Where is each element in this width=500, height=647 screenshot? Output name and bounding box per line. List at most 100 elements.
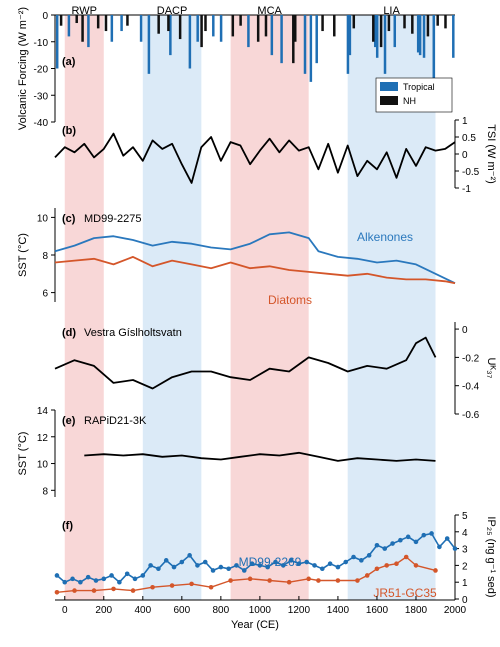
- data-point: [247, 576, 253, 582]
- x-tick-label: 400: [134, 605, 151, 616]
- series-line-alkenones: [54, 231, 456, 285]
- volcanic-bar: [188, 15, 192, 69]
- volcanic-bar: [55, 15, 59, 69]
- data-point: [280, 563, 286, 568]
- x-tick-label: 1200: [288, 605, 311, 616]
- data-point: [304, 559, 310, 565]
- data-point: [327, 561, 333, 567]
- data-point: [179, 559, 185, 565]
- y-tick-label: -10: [34, 38, 49, 49]
- y-tick-label: -20: [34, 65, 49, 76]
- panel-letter: (e): [62, 415, 76, 427]
- data-point: [124, 571, 130, 577]
- volcanic-bar: [212, 15, 215, 37]
- y-tick-label: 10: [37, 460, 49, 471]
- data-point: [210, 568, 216, 573]
- data-point: [91, 588, 97, 593]
- data-point: [394, 561, 399, 567]
- volcanic-bar: [294, 15, 297, 42]
- data-point: [234, 563, 239, 568]
- x-tick-label: 1600: [366, 605, 389, 616]
- volcanic-bar: [333, 15, 336, 37]
- volcanic-bar: [256, 15, 260, 42]
- volcanic-bar: [270, 15, 274, 56]
- data-point: [163, 558, 169, 563]
- data-point: [403, 554, 409, 560]
- panel-letter: (f): [62, 520, 73, 532]
- data-point: [359, 558, 364, 563]
- y-tick-label: 6: [42, 289, 48, 300]
- data-point: [171, 564, 177, 570]
- volcanic-bar: [264, 15, 268, 37]
- data-point: [117, 579, 122, 585]
- volcanic-bar: [147, 15, 151, 74]
- data-point: [288, 558, 294, 563]
- x-tick-label: 1400: [327, 605, 350, 616]
- x-tick-label: 2000: [444, 605, 467, 616]
- y-tick-label: -0.4: [462, 382, 480, 393]
- x-tick-label: 600: [173, 605, 190, 616]
- volcanic-bar: [67, 15, 71, 37]
- volcanic-bar: [239, 15, 242, 26]
- volcanic-bar: [309, 15, 313, 82]
- data-point: [390, 541, 395, 546]
- y-tick-label: 4: [462, 528, 468, 539]
- y-axis-title: TSI (W m⁻²): [485, 124, 497, 184]
- volcanic-bar: [436, 15, 439, 26]
- y-axis-title: Volcanic Forcing (W m⁻²): [17, 7, 29, 130]
- data-point: [382, 546, 388, 551]
- volcanic-bar: [387, 15, 391, 32]
- data-point: [132, 576, 138, 582]
- x-tick-label: 800: [213, 605, 230, 616]
- data-point: [195, 563, 200, 568]
- volcanic-bar: [204, 15, 207, 32]
- series-line-diatoms: [54, 255, 456, 285]
- legend-swatch: [380, 96, 398, 105]
- y-tick-label: 10: [37, 213, 49, 224]
- y-tick-label: -30: [34, 91, 49, 102]
- data-point: [374, 566, 380, 572]
- data-point: [70, 576, 75, 582]
- data-point: [156, 566, 161, 572]
- volcanic-bar: [157, 15, 160, 34]
- data-point: [265, 564, 270, 570]
- y-axis-title: Uᴷ₃₇: [485, 358, 497, 379]
- y-tick-label: 14: [37, 406, 49, 417]
- site-label: MD99-2275: [84, 213, 141, 225]
- data-point: [273, 559, 278, 565]
- volcanic-bar: [81, 15, 84, 42]
- y-tick-label: 8: [42, 486, 48, 497]
- volcanic-bar: [418, 15, 422, 56]
- series-label: Diatoms: [268, 293, 312, 307]
- volcanic-bar: [346, 15, 350, 74]
- data-point: [140, 573, 146, 578]
- y-tick-label: 2: [462, 561, 468, 572]
- volcanic-bar: [292, 15, 295, 64]
- panel-letter: (c): [62, 213, 76, 225]
- period-band: [142, 15, 202, 600]
- series-label: JR51-GC35: [373, 586, 437, 600]
- volcanic-bar: [87, 15, 90, 48]
- volcanic-bar: [303, 15, 307, 74]
- data-point: [228, 578, 233, 583]
- series-label: MD99-2269: [239, 555, 302, 569]
- volcanic-bar: [120, 15, 123, 32]
- data-point: [364, 573, 370, 578]
- data-point: [218, 564, 224, 570]
- data-point: [54, 573, 60, 578]
- panel-letter: (b): [62, 125, 76, 137]
- volcanic-bar: [352, 15, 356, 29]
- volcanic-bar: [452, 15, 455, 58]
- volcanic-bar: [416, 15, 420, 53]
- x-tick-label: 1800: [405, 605, 428, 616]
- x-tick-label: 0: [62, 605, 68, 616]
- data-point: [413, 563, 419, 568]
- volcanic-bar: [75, 15, 78, 24]
- data-point: [351, 554, 356, 560]
- x-axis-title: Year (CE): [231, 619, 279, 631]
- x-tick-label: 1000: [249, 605, 272, 616]
- volcanic-bar: [178, 15, 182, 40]
- data-point: [433, 568, 438, 573]
- data-point: [72, 588, 77, 593]
- y-tick-label: 0: [42, 11, 48, 22]
